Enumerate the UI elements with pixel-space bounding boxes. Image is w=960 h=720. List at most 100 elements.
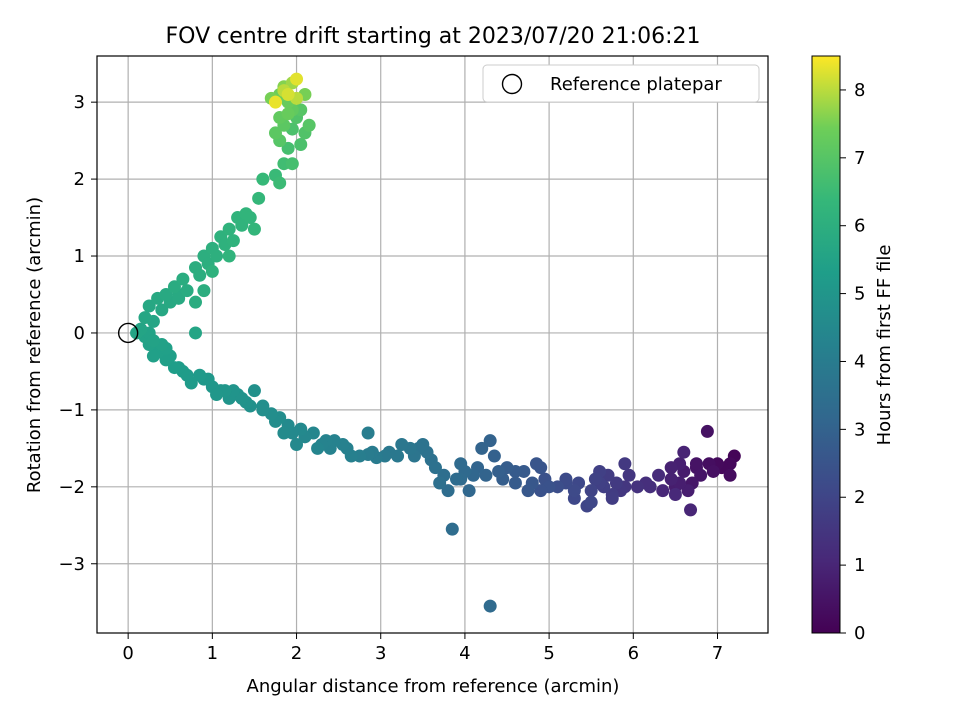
data-point — [521, 484, 535, 498]
colorbar-tick-label: 4 — [854, 351, 865, 372]
colorbar-tick-label: 2 — [854, 487, 865, 508]
data-point — [256, 172, 270, 186]
data-point — [664, 472, 678, 486]
data-point — [361, 426, 375, 440]
data-point — [167, 280, 181, 294]
data-point — [302, 118, 316, 132]
y-tick-label: −3 — [58, 554, 85, 575]
colorbar — [811, 55, 841, 634]
data-point — [700, 424, 714, 438]
data-point — [567, 484, 581, 498]
data-point — [706, 464, 720, 478]
data-point — [681, 484, 695, 498]
y-axis-ticks: −3 −2 −1 0 1 2 3 — [58, 92, 97, 575]
colorbar-ticks: 0 1 2 3 4 5 6 7 8 — [840, 80, 865, 644]
data-point — [483, 434, 497, 448]
data-point — [138, 311, 152, 325]
y-tick-label: 1 — [74, 246, 85, 267]
grid — [97, 56, 768, 633]
data-point — [508, 476, 522, 490]
data-point — [210, 249, 224, 263]
data-point — [656, 484, 670, 498]
data-point — [281, 107, 295, 121]
y-tick-label: 0 — [74, 323, 85, 344]
data-point — [652, 468, 666, 482]
data-point — [281, 87, 295, 101]
data-point — [268, 95, 282, 109]
x-tick-label: 4 — [459, 643, 470, 664]
data-point — [193, 268, 207, 282]
data-point — [428, 461, 442, 475]
data-point — [605, 491, 619, 505]
reference-marker-group — [117, 322, 139, 344]
data-point — [694, 468, 708, 482]
data-point — [235, 391, 249, 405]
reference-marker — [117, 322, 139, 344]
legend-box — [482, 64, 760, 103]
data-point — [395, 438, 409, 452]
data-point — [167, 361, 181, 375]
data-point — [454, 457, 468, 471]
data-point — [631, 480, 645, 494]
data-point — [723, 468, 737, 482]
x-tick-label: 5 — [543, 643, 554, 664]
data-point — [290, 438, 304, 452]
x-axis-ticks: 0 1 2 3 4 5 6 7 — [122, 633, 723, 664]
x-tick-label: 0 — [122, 643, 133, 664]
data-point — [189, 326, 203, 340]
colorbar-tick-label: 3 — [854, 419, 865, 440]
data-point — [664, 461, 678, 475]
data-point — [247, 222, 261, 236]
data-point — [441, 484, 455, 498]
legend-marker-icon — [501, 73, 523, 95]
x-tick-label: 2 — [291, 643, 302, 664]
data-point — [180, 284, 194, 298]
y-axis-label: Rotation from reference (arcmin) — [24, 197, 45, 493]
data-point — [247, 384, 261, 398]
data-point — [559, 472, 573, 486]
data-point — [210, 388, 224, 402]
data-point — [281, 141, 295, 155]
colorbar-label: Hours from first FF file — [874, 245, 895, 446]
data-point — [588, 472, 602, 486]
data-point — [618, 457, 632, 471]
x-axis-label: Angular distance from reference (arcmin) — [247, 676, 620, 697]
data-point — [146, 334, 160, 348]
x-tick-label: 7 — [712, 643, 723, 664]
data-point — [159, 287, 173, 301]
data-point — [462, 484, 476, 498]
data-point — [222, 249, 236, 263]
data-point — [483, 599, 497, 613]
data-point — [155, 303, 169, 317]
data-point — [492, 464, 506, 478]
data-point — [205, 264, 219, 278]
plot-area — [97, 56, 768, 633]
data-point — [487, 449, 501, 463]
data-point — [197, 284, 211, 298]
y-tick-label: −1 — [58, 400, 85, 421]
data-point — [273, 176, 287, 190]
data-point — [622, 468, 636, 482]
data-point — [252, 191, 266, 205]
chart-title: FOV centre drift starting at 2023/07/20 … — [166, 24, 701, 49]
data-point — [677, 445, 691, 459]
data-point — [285, 157, 299, 171]
x-tick-label: 1 — [207, 643, 218, 664]
data-point — [142, 299, 156, 313]
data-point — [689, 457, 703, 471]
data-point — [256, 403, 270, 417]
data-point — [193, 368, 207, 382]
legend: Reference platepar — [482, 64, 760, 103]
colorbar-tick-label: 5 — [854, 284, 865, 305]
data-point — [311, 441, 325, 455]
data-point — [235, 218, 249, 232]
x-tick-label: 6 — [628, 643, 639, 664]
data-point — [277, 426, 291, 440]
data-points — [130, 72, 741, 613]
data-point — [584, 484, 598, 498]
data-point — [529, 457, 543, 471]
colorbar-tick-label: 1 — [854, 555, 865, 576]
data-point — [445, 522, 459, 536]
data-point — [290, 72, 304, 86]
